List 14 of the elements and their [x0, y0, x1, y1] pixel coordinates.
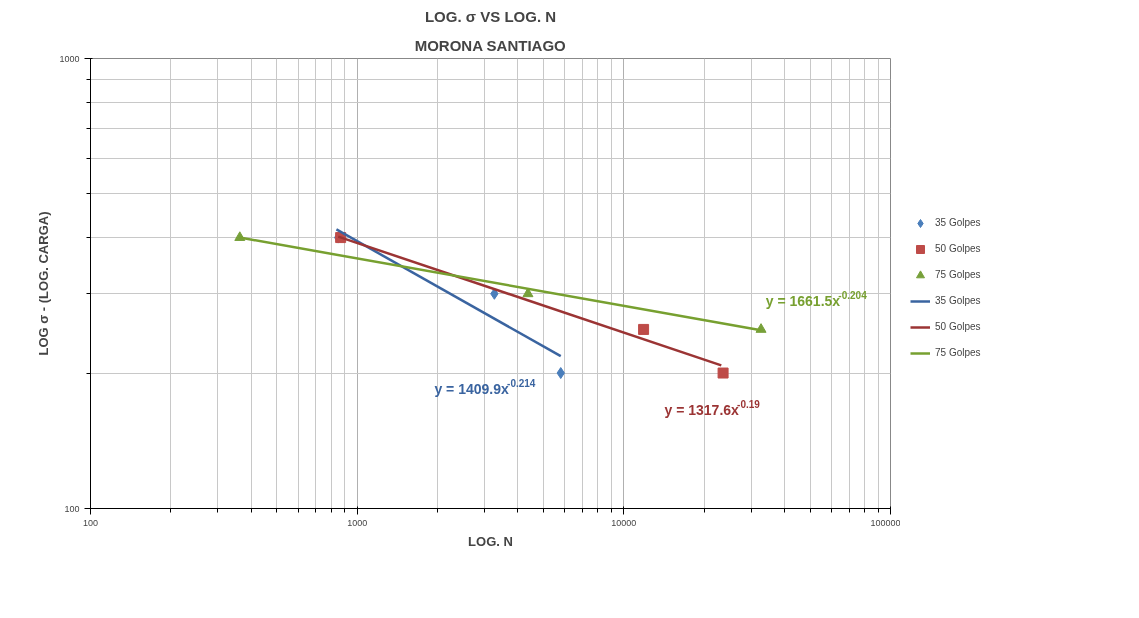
- y-axis-title: LOG σ - (LOG. CARGA): [36, 211, 52, 356]
- legend-label: 75 Golpes: [935, 347, 981, 358]
- legend-label: 50 Golpes: [935, 243, 981, 254]
- x-axis-title: LOG. N: [468, 533, 513, 549]
- x-tick-label: 100000: [870, 517, 901, 528]
- legend-label: 35 Golpes: [935, 217, 981, 228]
- chart-subtitle: MORONA SANTIAGO: [414, 36, 567, 54]
- x-tick-label: 1000: [347, 517, 368, 528]
- legend-label: 35 Golpes: [935, 295, 981, 306]
- legend-label: 50 Golpes: [935, 321, 981, 332]
- legend-label: 75 Golpes: [935, 269, 981, 280]
- chart-title: LOG. σ VS LOG. N: [424, 7, 557, 25]
- x-tick-label: 10000: [611, 517, 637, 528]
- x-tick-label: 100: [82, 517, 99, 528]
